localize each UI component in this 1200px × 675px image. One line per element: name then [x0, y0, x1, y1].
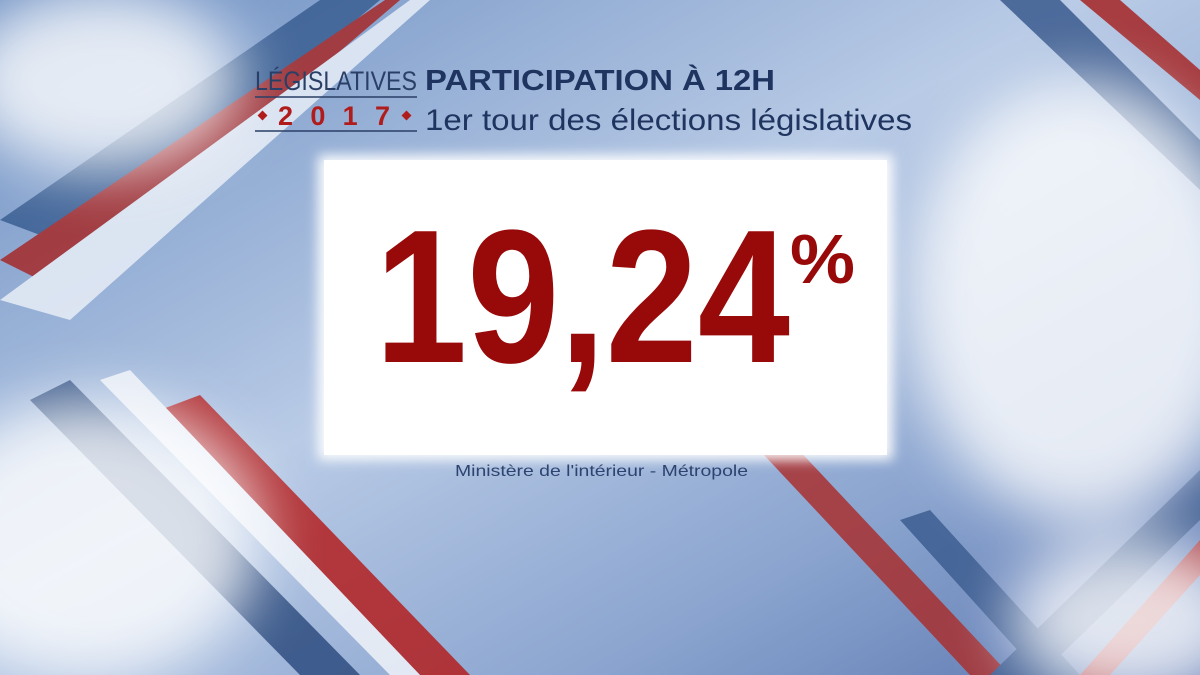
title: PARTICIPATION À 12H: [425, 63, 775, 97]
source: Ministère de l'intérieur - Métropole: [455, 463, 748, 480]
brand-label: LÉGISLATIVES: [255, 66, 417, 96]
figure-panel-core: [324, 160, 887, 455]
figure-value: 19,24: [375, 191, 790, 403]
subtitle: 1er tour des élections législatives: [425, 104, 912, 137]
figure-unit: %: [790, 220, 855, 298]
